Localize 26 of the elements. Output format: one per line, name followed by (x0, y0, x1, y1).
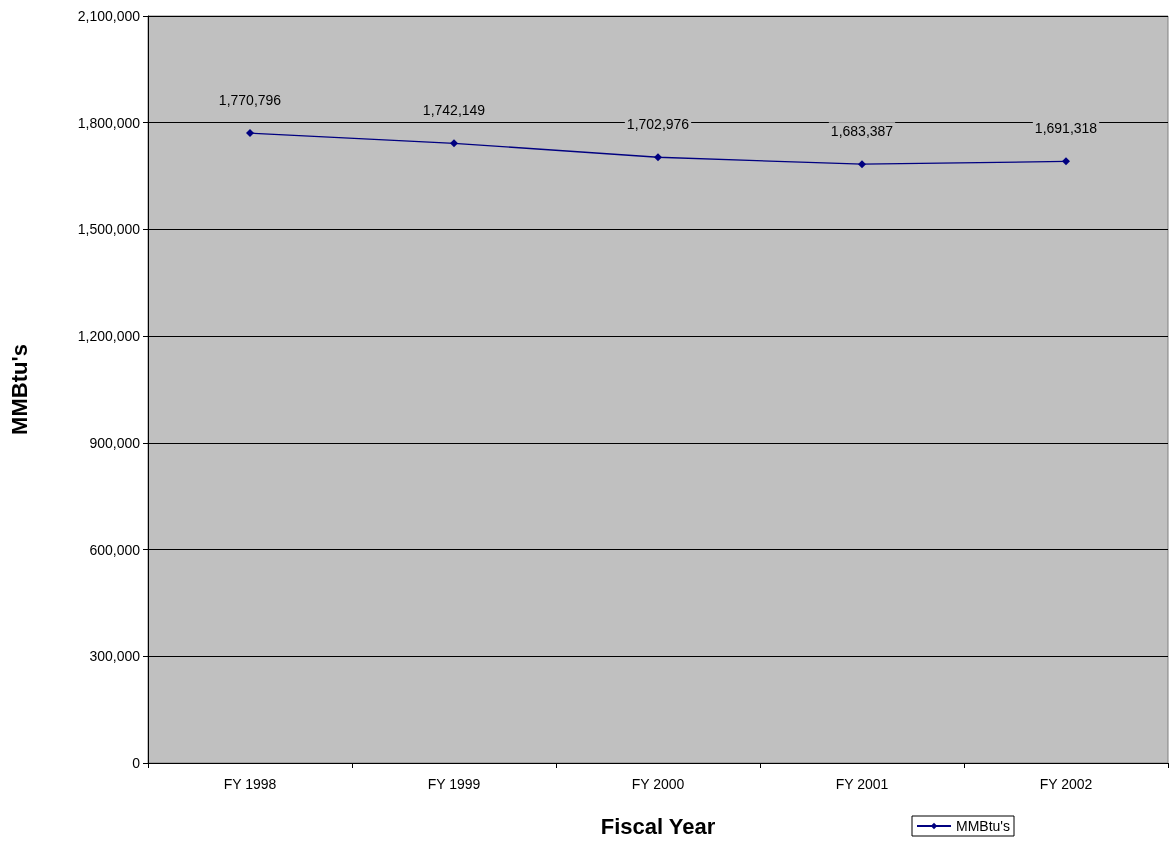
x-tick-label: FY 1999 (427, 776, 481, 792)
y-tick-label: 600,000 (89, 541, 141, 558)
y-axis-title: MMBtu's (6, 344, 32, 435)
y-tick-label: 2,100,000 (77, 8, 141, 24)
data-label: 1,691,318 (1034, 120, 1098, 137)
x-tick-label: FY 1998 (223, 776, 277, 792)
x-tick-label: FY 2000 (631, 776, 685, 792)
y-tick-label: 300,000 (89, 648, 141, 665)
point (450, 139, 458, 148)
point (654, 153, 662, 162)
data-label: 1,702,976 (626, 116, 690, 133)
y-tick-label: 0 (132, 755, 141, 771)
data-label: 1,770,796 (218, 92, 282, 109)
legend-label: MMBtu's (956, 818, 1011, 834)
y-tick-label: 1,500,000 (77, 221, 141, 238)
x-tick-label: FY 2002 (1039, 776, 1093, 792)
y-tick-label: 1,800,000 (77, 114, 141, 131)
y-tick-label: 900,000 (89, 434, 141, 451)
y-tick-label: 1,200,000 (77, 328, 141, 345)
point (858, 160, 866, 169)
x-axis-title: Fiscal Year (600, 813, 716, 839)
x-tick-label: FY 2001 (835, 776, 889, 792)
data-label: 1,742,149 (422, 102, 486, 119)
point (1062, 157, 1070, 166)
data-label: 1,683,387 (830, 123, 894, 140)
point (246, 129, 254, 138)
